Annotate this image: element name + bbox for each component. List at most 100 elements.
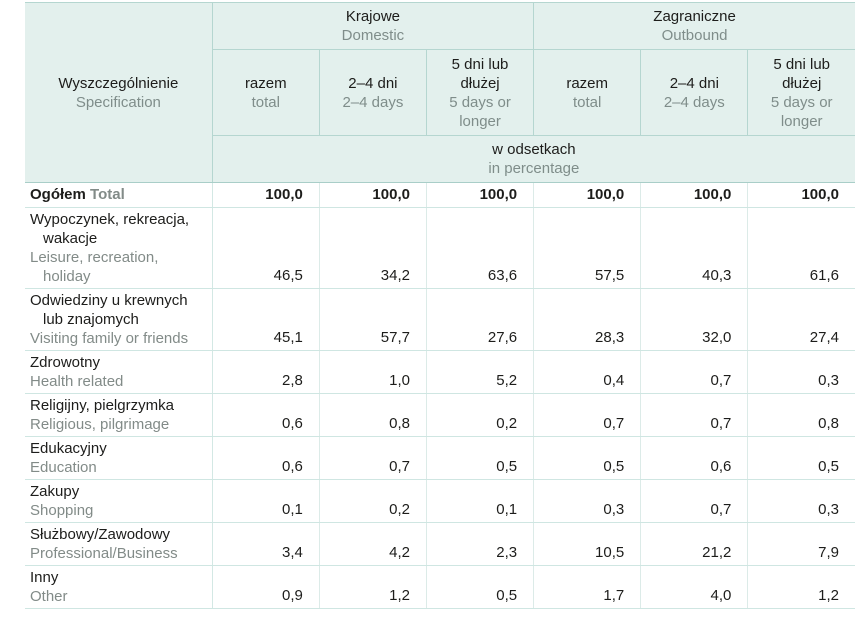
value-cell: 63,6 <box>425 207 534 289</box>
value-cell: 0,5 <box>533 436 641 480</box>
value-cell: 4,0 <box>640 565 748 609</box>
row-label: Służbowy/Zawodowy Professional/Business <box>25 522 213 566</box>
group-outbound-pl: Zagraniczne <box>653 8 736 25</box>
table-header: Wyszczególnienie Specification Krajowe D… <box>25 2 855 183</box>
value-cell: 0,5 <box>747 436 855 480</box>
subcol-label-en: 2–4 days <box>342 93 404 111</box>
subcol-label-en: 5 days or longer <box>449 93 511 130</box>
group-domestic-pl: Krajowe <box>345 8 401 25</box>
subcol-label-en: 5 days or longer <box>770 93 833 130</box>
subcol-label-pl: 2–4 dni <box>669 74 719 92</box>
table-row: Religijny, pielgrzymka Religious, pilgri… <box>25 393 855 437</box>
table-row: Odwiedziny u krewnych lub znajomych Visi… <box>25 288 855 351</box>
group-header-domestic: Krajowe Domestic <box>212 2 534 50</box>
unit-header-cell: w odsetkach in percentage <box>212 135 855 183</box>
value-cell: 61,6 <box>747 207 855 289</box>
value-cell: 0,6 <box>212 436 320 480</box>
value-cell: 5,2 <box>425 350 534 394</box>
value-cell: 1,7 <box>533 565 641 609</box>
subcol-label-pl: razem <box>244 74 287 92</box>
value-cell: 4,2 <box>318 522 427 566</box>
subcol-label-en: total <box>251 93 280 111</box>
value-cell: 40,3 <box>640 207 748 289</box>
value-cell: 28,3 <box>533 288 641 351</box>
value-cell: 0,7 <box>640 350 748 394</box>
table-body: Ogółem Total 100,0 100,0 100,0 100,0 100,0 10… <box>25 182 855 609</box>
value-cell: 3,4 <box>212 522 320 566</box>
value-cell: 46,5 <box>212 207 320 289</box>
value-cell: 21,2 <box>640 522 748 566</box>
table-row: Zakupy Shopping 0,1 0,2 0,1 0,3 0,7 0,3 <box>25 479 855 523</box>
row-label: Religijny, pielgrzymka Religious, pilgri… <box>25 393 213 437</box>
value-cell: 0,1 <box>212 479 320 523</box>
table-row: Ogółem Total 100,0 100,0 100,0 100,0 100,0 10… <box>25 182 855 208</box>
value-cell: 1,2 <box>318 565 427 609</box>
row-label-pl: Służbowy/Zawodowy <box>30 526 171 543</box>
value-cell: 7,9 <box>747 522 855 566</box>
subcol-domestic-total: razem total <box>212 49 320 136</box>
row-label-pl: Odwiedziny u krewnych lub znajomych <box>30 292 188 328</box>
row-label-pl: Wypoczynek, rekreacja, wakacje <box>30 211 190 247</box>
row-label: Zakupy Shopping <box>25 479 213 523</box>
subcol-label-pl: 5 dni lub dłużej <box>451 55 509 92</box>
value-cell: 0,4 <box>533 350 641 394</box>
subcol-outbound-total: razem total <box>533 49 641 136</box>
value-cell: 100,0 <box>533 182 641 208</box>
value-cell: 0,8 <box>318 393 427 437</box>
value-cell: 0,3 <box>533 479 641 523</box>
row-label: Zdrowotny Health related <box>25 350 213 394</box>
table-row: Zdrowotny Health related 2,8 1,0 5,2 0,4 0,7… <box>25 350 855 394</box>
value-cell: 0,5 <box>425 565 534 609</box>
unit-header-row: w odsetkach in percentage <box>25 135 855 183</box>
value-cell: 0,8 <box>747 393 855 437</box>
row-label-en: Professional/Business <box>30 545 178 562</box>
group-outbound-en: Outbound <box>661 27 728 44</box>
row-label-en: Health related <box>30 373 124 390</box>
value-cell: 0,9 <box>212 565 320 609</box>
value-cell: 10,5 <box>533 522 641 566</box>
row-label-en: Total <box>90 186 125 203</box>
row-label: Inny Other <box>25 565 213 609</box>
trips-purpose-table: Wyszczególnienie Specification Krajowe D… <box>25 2 855 609</box>
group-header-outbound: Zagraniczne Outbound <box>533 2 855 50</box>
value-cell: 0,3 <box>747 479 855 523</box>
value-cell: 0,6 <box>640 436 748 480</box>
value-cell: 0,2 <box>318 479 427 523</box>
row-label-pl: Zakupy <box>30 483 80 500</box>
value-cell: 1,2 <box>747 565 855 609</box>
row-label-pl: Religijny, pielgrzymka <box>30 397 174 414</box>
row-label-pl: Inny <box>30 569 59 586</box>
value-cell: 100,0 <box>747 182 855 208</box>
value-cell: 100,0 <box>318 182 427 208</box>
row-label: Edukacyjny Education <box>25 436 213 480</box>
value-cell: 1,0 <box>318 350 427 394</box>
subcol-label-pl: razem <box>566 74 609 92</box>
unit-label-en: in percentage <box>488 160 580 177</box>
value-cell: 0,7 <box>318 436 427 480</box>
row-label-pl: Ogółem <box>30 186 86 203</box>
subcol-domestic-5-days-or-longer: 5 dni lub dłużej 5 days or longer <box>425 49 534 136</box>
subcol-label-pl: 2–4 dni <box>348 74 398 92</box>
value-cell: 2,3 <box>425 522 534 566</box>
value-cell: 100,0 <box>425 182 534 208</box>
row-label-pl: Zdrowotny <box>30 354 101 371</box>
subcol-outbound-5-days-or-longer: 5 dni lub dłużej 5 days or longer <box>747 49 855 136</box>
value-cell: 45,1 <box>212 288 320 351</box>
value-cell: 0,7 <box>640 479 748 523</box>
unit-label-pl: w odsetkach <box>492 141 576 158</box>
value-cell: 57,5 <box>533 207 641 289</box>
value-cell: 34,2 <box>318 207 427 289</box>
subcolumn-header-row: razem total 2–4 dni 2–4 days 5 dni lub d… <box>25 49 855 136</box>
value-cell: 0,7 <box>640 393 748 437</box>
value-cell: 32,0 <box>640 288 748 351</box>
row-label-en: Religious, pilgrimage <box>30 416 170 433</box>
spec-header-pl: Wyszczególnienie <box>58 74 179 92</box>
row-label-en: Leisure, recreation, holiday <box>30 249 159 285</box>
row-label-pl: Edukacyjny <box>30 440 107 457</box>
value-cell: 27,4 <box>747 288 855 351</box>
row-label: Wypoczynek, rekreacja, wakacje Leisure, … <box>25 207 213 289</box>
subcol-label-pl: 5 dni lub dłużej <box>773 55 831 92</box>
row-label-en: Education <box>30 459 97 476</box>
value-cell: 100,0 <box>640 182 748 208</box>
table-row: Edukacyjny Education 0,6 0,7 0,5 0,5 0,6 0,5 <box>25 436 855 480</box>
